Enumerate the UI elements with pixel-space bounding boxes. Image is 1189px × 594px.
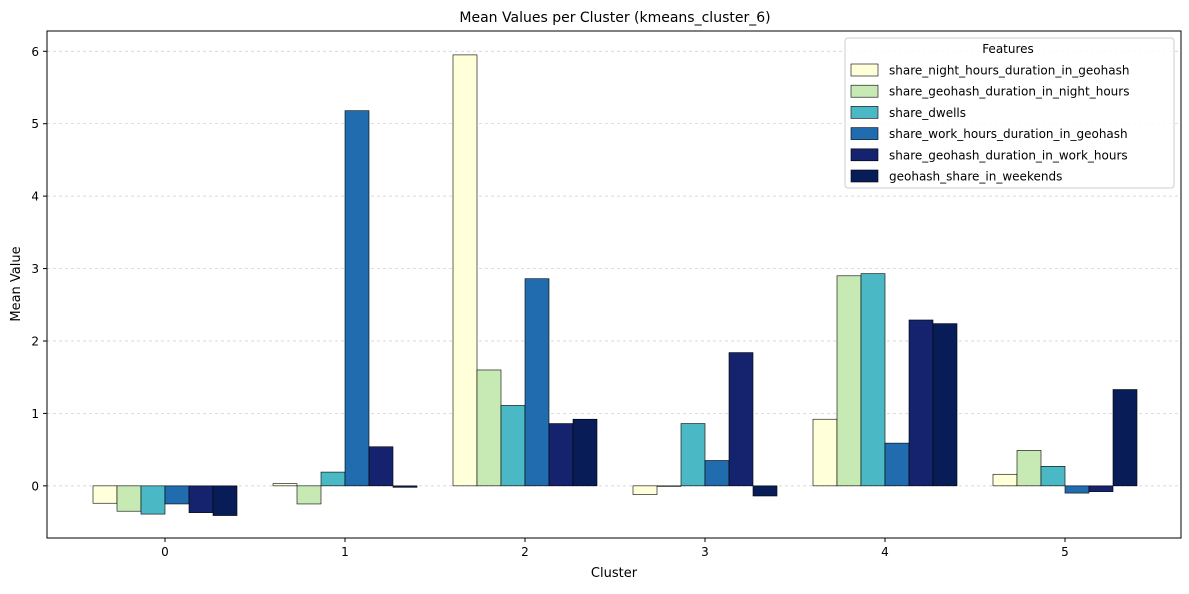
- bar-share_geohash_duration_in_work_hours-cluster-2: [548, 423, 574, 487]
- bar-geohash_share_in_weekends-cluster-1: [392, 485, 418, 488]
- bar-share_dwells-cluster-1: [320, 471, 346, 487]
- bar-share_geohash_duration_in_night_hours-cluster-0: [116, 485, 142, 512]
- bar-share_geohash_duration_in_work_hours-cluster-3: [728, 352, 754, 487]
- y-tick-label: 6: [31, 45, 39, 59]
- bar-share_dwells-cluster-5: [1040, 465, 1066, 487]
- legend-swatch-geohash_share_in_weekends: [850, 169, 879, 183]
- bar-geohash_share_in_weekends-cluster-2: [572, 418, 598, 487]
- bar-geohash_share_in_weekends-cluster-3: [752, 485, 778, 497]
- chart-title: Mean Values per Cluster (kmeans_cluster_…: [459, 10, 770, 26]
- x-axis-label: Cluster: [591, 566, 638, 581]
- x-tick-label: 5: [1061, 545, 1069, 559]
- x-tick-label: 2: [521, 545, 529, 559]
- bars-layer: [92, 54, 1138, 516]
- x-axis: 0 1 2 3 4 5: [161, 538, 1069, 559]
- bar-share_work_hours_duration_in_geohash-cluster-4: [884, 442, 910, 487]
- bar-share_geohash_duration_in_work_hours-cluster-4: [908, 319, 934, 487]
- legend-title: Features: [982, 42, 1034, 56]
- y-tick-label: 3: [31, 262, 39, 276]
- y-tick-label: 1: [31, 407, 39, 421]
- bar-share_geohash_duration_in_night_hours-cluster-1: [296, 485, 322, 505]
- legend-label: geohash_share_in_weekends: [889, 170, 1062, 184]
- x-tick-label: 1: [341, 545, 349, 559]
- bar-share_geohash_duration_in_work_hours-cluster-1: [368, 446, 394, 487]
- y-tick-label: 0: [31, 479, 39, 493]
- bar-share_night_hours_duration_in_geohash-cluster-4: [812, 418, 838, 487]
- bar-share_dwells-cluster-0: [140, 485, 166, 515]
- legend-label: share_geohash_duration_in_night_hours: [889, 85, 1129, 99]
- bar-share_geohash_duration_in_night_hours-cluster-2: [476, 369, 502, 487]
- legend-swatch-share_geohash_duration_in_work_hours: [850, 148, 879, 162]
- bar-share_geohash_duration_in_work_hours-cluster-5: [1088, 485, 1114, 492]
- plot-area-frame: [46, 30, 1182, 539]
- legend-swatch-share_work_hours_duration_in_geohash: [850, 127, 879, 140]
- x-tick-label: 3: [701, 545, 709, 559]
- bar-share_geohash_duration_in_night_hours-cluster-4: [836, 275, 862, 487]
- legend-label: share_dwells: [889, 106, 966, 120]
- bar-share_night_hours_duration_in_geohash-cluster-3: [632, 485, 658, 495]
- legend-swatch-share_night_hours_duration_in_geohash: [850, 63, 879, 77]
- legend-box: [844, 37, 1175, 189]
- legend-label: share_work_hours_duration_in_geohash: [889, 127, 1128, 141]
- bar-share_work_hours_duration_in_geohash-cluster-2: [524, 278, 550, 487]
- bar-share_night_hours_duration_in_geohash-cluster-1: [272, 483, 298, 487]
- bar-share_night_hours_duration_in_geohash-cluster-5: [992, 473, 1018, 487]
- bar-geohash_share_in_weekends-cluster-5: [1112, 389, 1138, 487]
- bar-geohash_share_in_weekends-cluster-0: [212, 485, 238, 516]
- y-tick-label: 5: [31, 117, 39, 131]
- bar-share_work_hours_duration_in_geohash-cluster-5: [1064, 485, 1090, 494]
- bar-share_dwells-cluster-2: [500, 405, 526, 487]
- bar-share_geohash_duration_in_work_hours-cluster-0: [188, 485, 214, 513]
- y-tick-label: 4: [31, 190, 39, 204]
- y-tick-label: 2: [31, 334, 39, 348]
- bar-share_geohash_duration_in_night_hours-cluster-3: [656, 485, 682, 487]
- legend: Features share_night_hours_duration_in_g…: [844, 37, 1175, 189]
- bar-share_dwells-cluster-4: [860, 273, 886, 487]
- bar-share_geohash_duration_in_night_hours-cluster-5: [1016, 450, 1042, 487]
- legend-label: share_night_hours_duration_in_geohash: [889, 64, 1129, 78]
- x-tick-label: 0: [161, 545, 169, 559]
- bar-geohash_share_in_weekends-cluster-4: [932, 323, 958, 487]
- legend-swatch-share_geohash_duration_in_night_hours: [850, 84, 879, 98]
- y-axis: 0 1 2 3 4 5 6: [31, 45, 47, 493]
- legend-label: share_geohash_duration_in_work_hours: [889, 148, 1128, 162]
- bar-share_night_hours_duration_in_geohash-cluster-0: [92, 485, 118, 504]
- y-axis-label: Mean Value: [9, 246, 24, 321]
- x-tick-label: 4: [881, 545, 889, 559]
- bar-share_work_hours_duration_in_geohash-cluster-0: [164, 485, 190, 505]
- bar-share_night_hours_duration_in_geohash-cluster-2: [452, 54, 478, 487]
- bar-share_work_hours_duration_in_geohash-cluster-3: [704, 460, 730, 487]
- bar-share_work_hours_duration_in_geohash-cluster-1: [344, 110, 370, 487]
- bar-share_dwells-cluster-3: [680, 423, 706, 487]
- legend-swatch-share_dwells: [850, 106, 879, 119]
- legend-entries: share_night_hours_duration_in_geohashsha…: [850, 63, 1129, 184]
